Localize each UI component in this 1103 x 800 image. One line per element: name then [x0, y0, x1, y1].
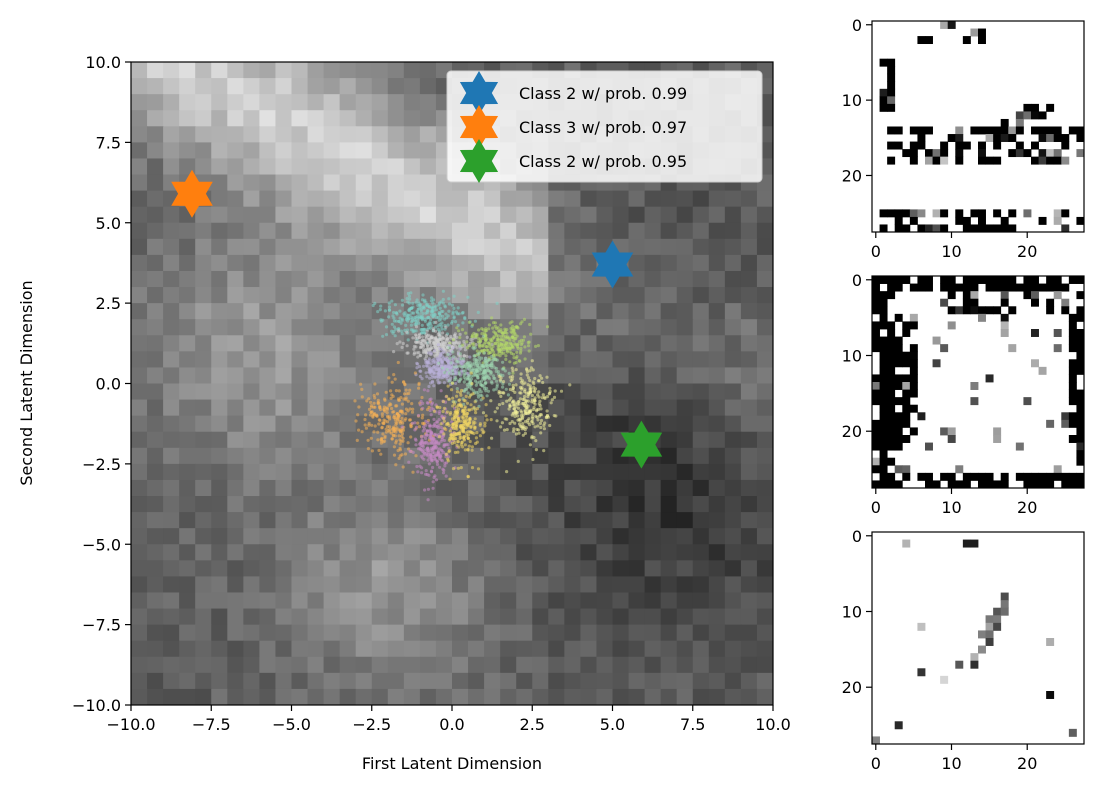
panel-bottom-frame [871, 531, 1085, 745]
panel-x-tick-label: 10 [941, 242, 961, 261]
panel-y-tick-label: 20 [842, 678, 862, 697]
legend-entry-2: Class 3 w/ prob. 0.97 [519, 118, 687, 137]
panel-y-tick-label: 20 [842, 422, 862, 441]
panel-x-tick-label: 10 [941, 754, 961, 773]
x-tick-label: −7.5 [192, 715, 231, 734]
legend-marker-1 [459, 71, 499, 115]
x-tick-label: −10.0 [106, 715, 155, 734]
panel-top-ticks: 0 10 20 0 10 20 [842, 16, 1038, 261]
panel-x-tick-label: 0 [871, 498, 881, 517]
class-markers [171, 169, 663, 469]
panel-middle-frame [871, 275, 1085, 489]
y-tick-label: 0.0 [96, 375, 121, 394]
digit-image-bottom [872, 539, 1077, 744]
panel-y-tick-label: 20 [842, 166, 862, 185]
y-tick-label: 10.0 [85, 53, 121, 72]
y-tick-label: 2.5 [96, 294, 121, 313]
legend: Class 2 w/ prob. 0.99 Class 3 w/ prob. 0… [446, 70, 763, 183]
panel-x-tick-label: 0 [871, 242, 881, 261]
legend-box [446, 70, 763, 183]
panel-bottom-ticks: 0 10 20 0 10 20 [842, 527, 1038, 773]
latent-scatter-points [353, 289, 572, 502]
main-plot: −10.0 −7.5 −5.0 −2.5 0.0 2.5 5.0 7.5 10.0 −10.0−… [17, 53, 791, 773]
panel-middle-ticks: 0 10 20 0 10 20 [842, 271, 1038, 517]
x-tick-label: 0.0 [439, 715, 464, 734]
digit-image-top [879, 21, 1084, 232]
class-marker-2 [171, 169, 213, 218]
y-tick-label: 7.5 [96, 133, 121, 152]
legend-marker-3 [459, 139, 499, 183]
x-tick-label: −5.0 [272, 715, 311, 734]
legend-entry-1: Class 2 w/ prob. 0.99 [519, 84, 687, 103]
x-tick-label: 10.0 [755, 715, 791, 734]
digit-panel-middle: 0 10 20 0 10 20 [842, 271, 1085, 517]
y-tick-label: −7.5 [82, 616, 121, 635]
x-tick-label: 7.5 [680, 715, 705, 734]
panel-y-tick-label: 0 [852, 271, 862, 290]
x-tick-label: 2.5 [520, 715, 545, 734]
main-y-ticks: −10.0 −7.5 −5.0 −2.5 0.0 2.5 5.0 7.5 10.0 [72, 53, 131, 715]
panel-x-tick-label: 20 [1017, 754, 1037, 773]
class-marker-3 [620, 420, 663, 469]
panel-y-tick-label: 10 [842, 603, 862, 622]
x-tick-label: 5.0 [600, 715, 625, 734]
x-tick-label: −2.5 [352, 715, 391, 734]
panel-x-tick-label: 20 [1017, 498, 1037, 517]
legend-marker-2 [459, 105, 499, 149]
panel-top-frame [871, 20, 1085, 233]
class-marker-1 [591, 240, 634, 289]
y-tick-label: −2.5 [82, 455, 121, 474]
panel-x-tick-label: 0 [871, 754, 881, 773]
panel-y-tick-label: 10 [842, 347, 862, 366]
panel-y-tick-label: 10 [842, 91, 862, 110]
y-tick-label: −5.0 [82, 535, 121, 554]
panel-x-tick-label: 20 [1017, 242, 1037, 261]
y-tick-label: 5.0 [96, 214, 121, 233]
y-tick-label: −10.0 [72, 696, 121, 715]
panel-y-tick-label: 0 [852, 527, 862, 546]
digit-panel-top: 0 10 20 0 10 20 [842, 16, 1085, 261]
digit-image-middle [872, 276, 1084, 488]
main-x-ticks: −10.0 −7.5 −5.0 −2.5 0.0 2.5 5.0 7.5 10.0 [106, 705, 791, 734]
digit-panel-bottom: 0 10 20 0 10 20 [842, 527, 1085, 773]
panel-y-tick-label: 0 [852, 16, 862, 35]
x-axis-label: First Latent Dimension [362, 754, 542, 773]
y-axis-label: Second Latent Dimension [17, 280, 36, 485]
panel-x-tick-label: 10 [941, 498, 961, 517]
legend-entry-3: Class 2 w/ prob. 0.95 [519, 152, 687, 171]
